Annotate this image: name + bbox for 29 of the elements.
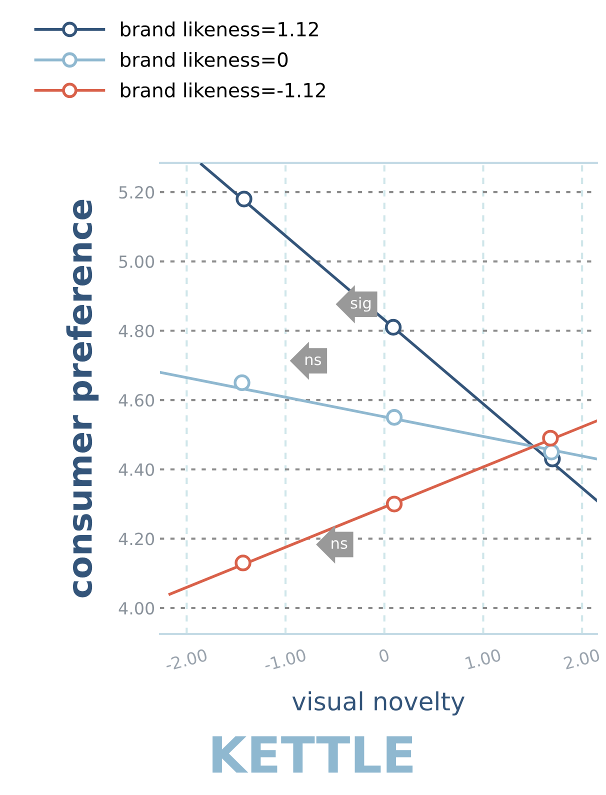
point bbox=[384, 318, 402, 336]
x-axis-title: visual novelty bbox=[292, 691, 465, 716]
x-tick-label: -2.00 bbox=[164, 648, 208, 672]
point bbox=[543, 444, 560, 460]
x-tick-label: 2.00 bbox=[563, 648, 600, 670]
x-tick-label: -1.00 bbox=[263, 648, 307, 672]
point bbox=[386, 409, 403, 426]
annotation: sig bbox=[350, 296, 371, 312]
x-tick-label: 1.00 bbox=[465, 648, 502, 670]
y-tick-label: 5.20 bbox=[119, 186, 154, 199]
y-tick-label: 4.20 bbox=[118, 532, 154, 546]
x-tick-label: 0 bbox=[378, 648, 390, 663]
y-tick-label: 5.00 bbox=[119, 255, 154, 268]
y-tick-label: 4.80 bbox=[118, 324, 154, 338]
point bbox=[234, 374, 250, 392]
point bbox=[386, 496, 403, 512]
y-tick-label: 4.60 bbox=[118, 394, 154, 407]
y-axis-title: consumer preference bbox=[66, 200, 99, 598]
annotation: ns bbox=[332, 540, 348, 549]
y-tick-label: 4.40 bbox=[118, 463, 154, 476]
y-tick-label: 4.00 bbox=[118, 602, 154, 615]
point bbox=[234, 554, 252, 572]
legend-label: brand likeness=-1.12 bbox=[121, 82, 325, 98]
point bbox=[236, 190, 252, 208]
legend-label: brand likeness=0 bbox=[121, 52, 288, 68]
text: KETTLE bbox=[212, 736, 413, 773]
legend-label: brand likeness=1.12 bbox=[121, 21, 318, 37]
point bbox=[542, 430, 559, 447]
annotation: ns bbox=[305, 356, 321, 366]
